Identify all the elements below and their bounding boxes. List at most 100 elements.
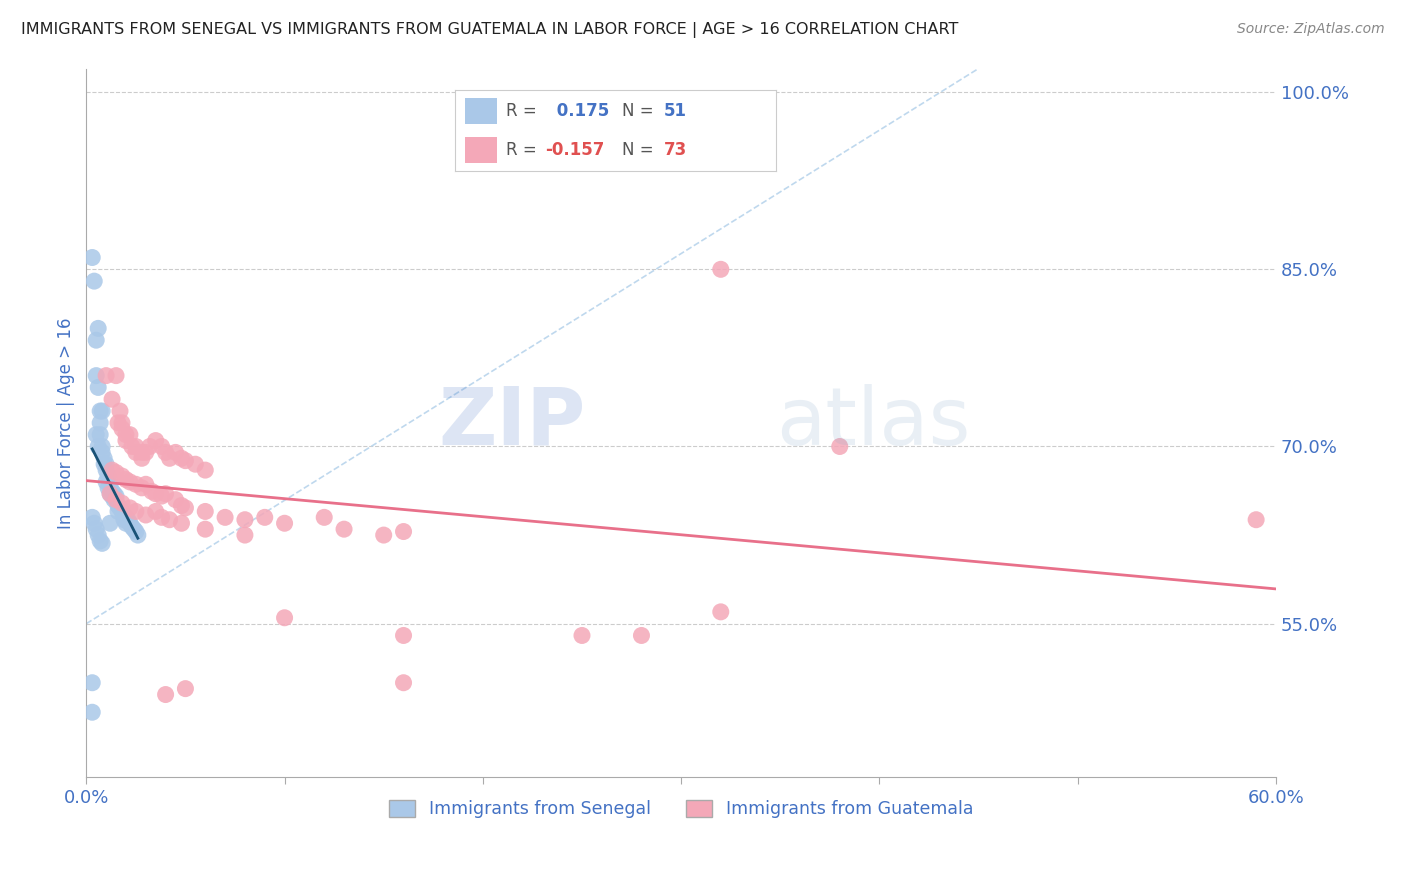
Point (118, 516, 141, 531)
Point (155, 487, 177, 501)
Point (145, 487, 167, 501)
Point (107, 416, 129, 430)
Point (131, 451, 153, 466)
Text: IMMIGRANTS FROM SENEGAL VS IMMIGRANTS FROM GUATEMALA IN LABOR FORCE | AGE > 16 C: IMMIGRANTS FROM SENEGAL VS IMMIGRANTS FR… (21, 22, 959, 38)
Point (101, 392, 124, 407)
Point (118, 475, 141, 489)
Point (103, 492, 125, 507)
Text: Source: ZipAtlas.com: Source: ZipAtlas.com (1237, 22, 1385, 37)
Point (82, 510, 104, 524)
Point (105, 368, 128, 383)
Point (710, 605, 733, 619)
Point (94, 475, 117, 489)
Point (94, 457, 117, 471)
Point (97, 469, 120, 483)
Point (84, 368, 107, 383)
Point (107, 499, 129, 513)
Point (118, 500, 141, 515)
Point (98, 516, 121, 531)
Point (159, 513, 181, 527)
Point (98, 487, 121, 501)
Point (101, 484, 124, 499)
Text: atlas: atlas (776, 384, 970, 462)
Point (155, 445, 177, 459)
Point (392, 628, 415, 642)
Point (571, 628, 593, 642)
Point (82, 705, 104, 719)
Point (89, 533, 111, 548)
Point (105, 489, 128, 503)
Point (141, 484, 163, 499)
Point (115, 473, 138, 487)
Legend: Immigrants from Senegal, Immigrants from Guatemala: Immigrants from Senegal, Immigrants from… (382, 793, 980, 825)
Point (170, 499, 193, 513)
Point (94, 368, 117, 383)
Point (155, 688, 177, 702)
Point (392, 524, 415, 539)
Point (111, 504, 134, 518)
Point (392, 675, 415, 690)
Point (122, 522, 145, 536)
Point (84, 522, 107, 536)
Point (98, 477, 121, 491)
Point (127, 528, 149, 542)
Point (1244, 513, 1267, 527)
Point (111, 422, 134, 436)
Point (145, 434, 167, 448)
Point (101, 463, 124, 477)
Point (87, 440, 110, 454)
Point (91, 445, 114, 459)
Point (135, 508, 157, 522)
Point (710, 262, 733, 277)
Point (89, 404, 111, 418)
Point (828, 440, 851, 454)
Point (112, 508, 135, 522)
Point (125, 440, 148, 454)
Point (131, 445, 153, 459)
Point (98, 487, 121, 501)
Point (117, 513, 139, 527)
Point (165, 445, 187, 459)
Point (170, 516, 193, 531)
Point (150, 489, 173, 503)
Point (174, 500, 197, 515)
Point (174, 681, 197, 696)
Point (91, 536, 114, 550)
Point (94, 463, 117, 477)
Point (333, 522, 356, 536)
Point (111, 469, 134, 483)
Point (125, 445, 148, 459)
Point (373, 528, 395, 542)
Point (159, 451, 181, 466)
Point (135, 445, 157, 459)
Point (253, 510, 276, 524)
Point (139, 440, 162, 454)
Point (97, 481, 120, 495)
Point (89, 427, 111, 442)
Point (91, 440, 114, 454)
Point (150, 440, 173, 454)
Point (89, 416, 111, 430)
Point (115, 434, 138, 448)
Point (184, 457, 207, 471)
Text: ZIP: ZIP (439, 384, 586, 462)
Point (82, 675, 104, 690)
Point (214, 510, 236, 524)
Point (84, 333, 107, 347)
Point (83, 516, 105, 531)
Point (131, 481, 153, 495)
Point (118, 427, 141, 442)
Point (194, 504, 217, 518)
Point (87, 380, 110, 394)
Point (174, 453, 197, 467)
Point (170, 451, 193, 466)
Point (111, 416, 134, 430)
Point (101, 489, 124, 503)
Point (111, 496, 134, 510)
Point (194, 522, 217, 536)
Point (233, 513, 256, 527)
Point (103, 487, 125, 501)
Point (108, 500, 131, 515)
Point (314, 510, 336, 524)
Point (121, 520, 143, 534)
